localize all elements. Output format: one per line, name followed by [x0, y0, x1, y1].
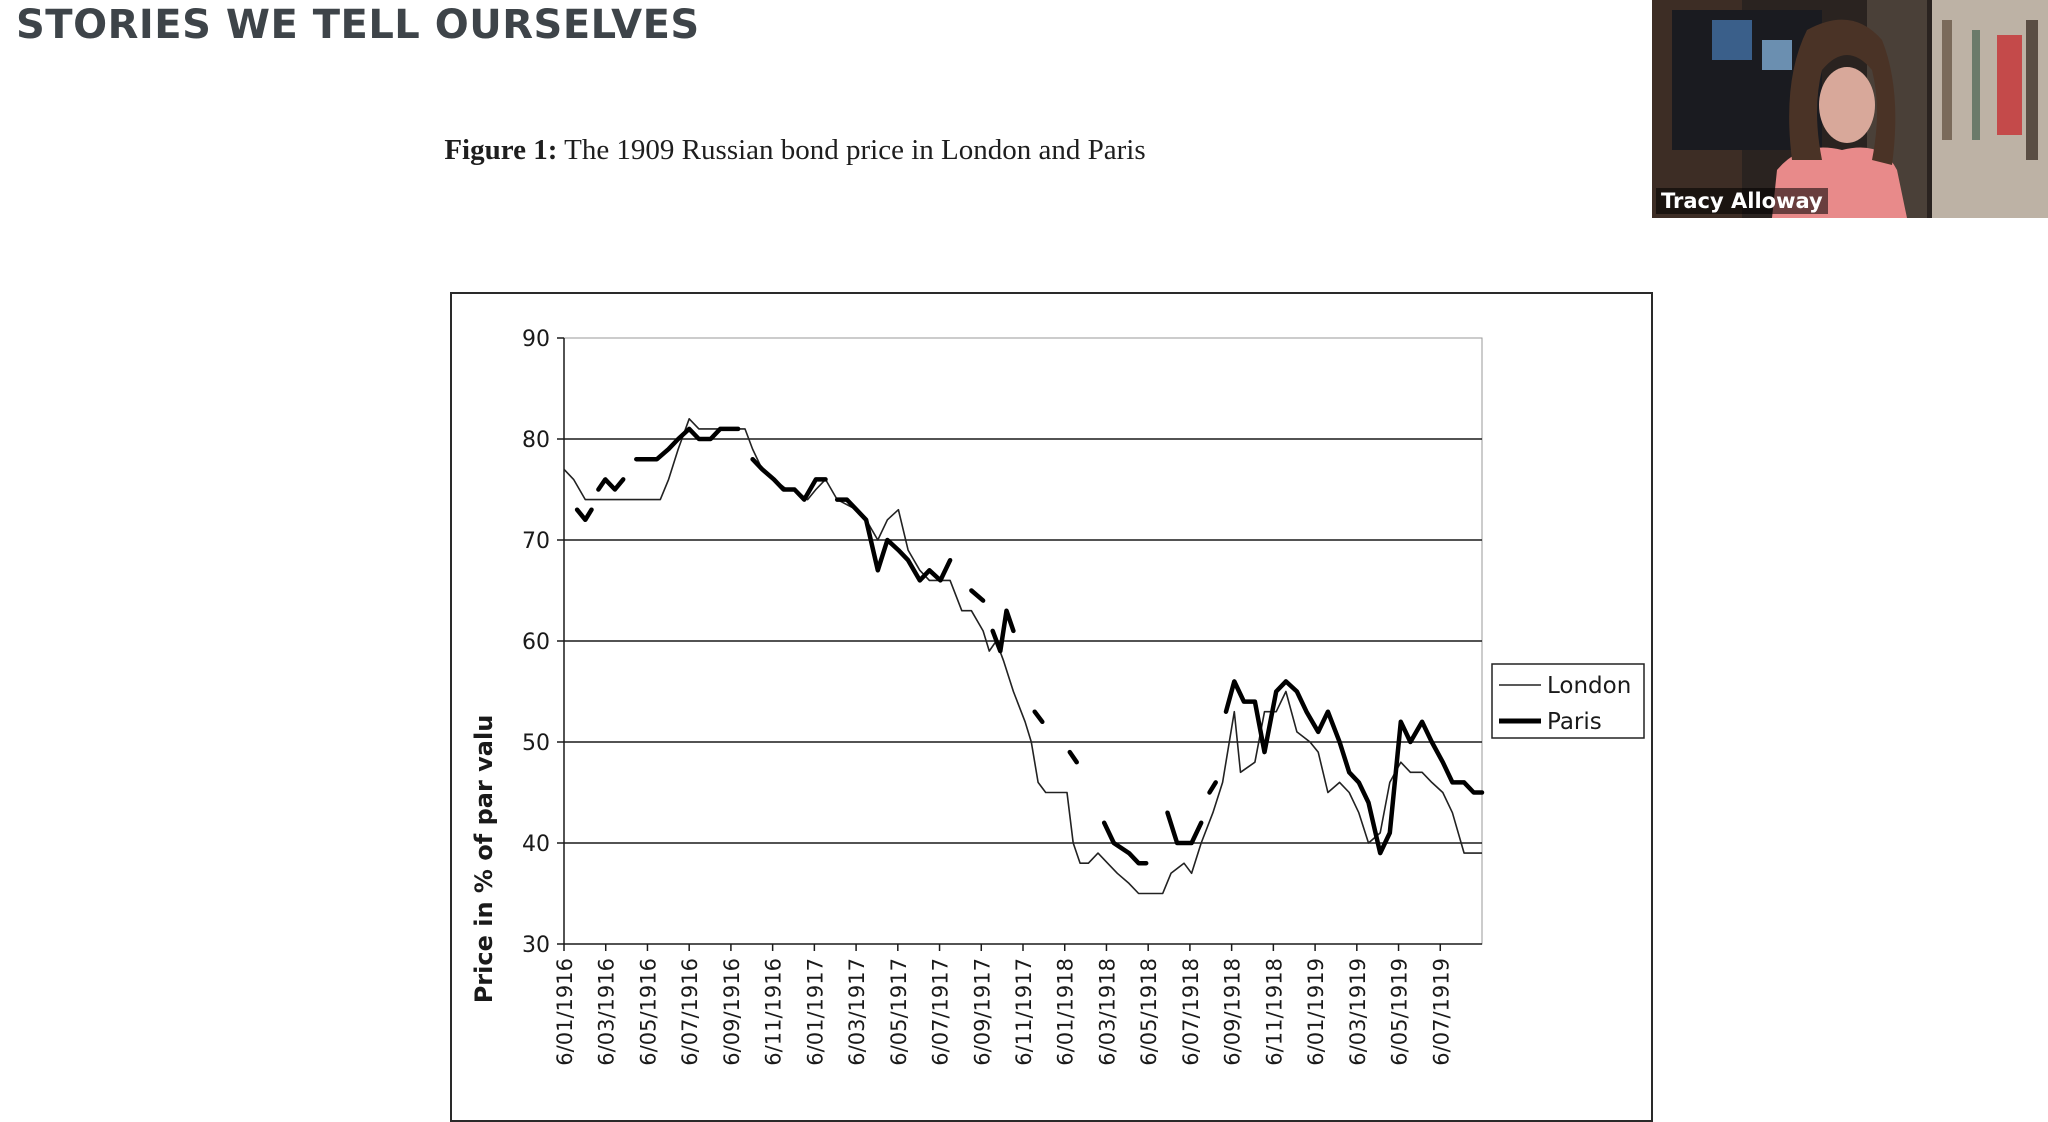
- chart-frame: 30 40 50 60 70 80 90 6/01/1916 6/03/1916 6/05/191…: [450, 292, 1653, 1122]
- x-tick-label: 6/07/1917: [929, 958, 953, 1066]
- x-tick-label: 6/09/1918: [1221, 958, 1245, 1066]
- series-line-paris: [750, 456, 828, 502]
- x-tick-label: 6/11/1916: [762, 958, 786, 1066]
- series-line-paris: [990, 608, 1016, 654]
- participant-video-feed: [1652, 0, 2048, 218]
- participant-video-tile[interactable]: Tracy Alloway: [1652, 0, 2048, 218]
- figure-caption: Figure 1: The 1909 Russian bond price in…: [0, 134, 1590, 167]
- series-line-paris: [1101, 820, 1149, 866]
- series-line-paris: [596, 477, 626, 492]
- y-tick-label: 30: [522, 933, 550, 958]
- series-line-paris: [634, 426, 741, 462]
- x-tick-label: 6/05/1916: [636, 958, 660, 1066]
- x-tick-label: 6/05/1919: [1388, 958, 1412, 1066]
- x-tick-label: 6/09/1917: [970, 958, 994, 1066]
- chart-axes: 30 40 50 60 70 80 90 6/01/1916 6/03/1916 6/05/191…: [522, 327, 1482, 1066]
- x-tick-label: 6/01/1918: [1054, 958, 1078, 1066]
- slide-title: STORIES WE TELL OURSELVES: [16, 2, 700, 48]
- y-tick-label: 40: [522, 832, 550, 857]
- x-tick-label: 6/03/1916: [595, 958, 619, 1066]
- series-line-london: [563, 418, 1482, 895]
- y-tick-label: 80: [522, 428, 550, 453]
- y-tick-label: 90: [522, 327, 550, 352]
- x-tick-label: 6/09/1916: [720, 958, 744, 1066]
- figure-caption-text: The 1909 Russian bond price in London an…: [557, 134, 1146, 166]
- chart-series: [563, 418, 1485, 895]
- x-tick-label: 6/05/1917: [887, 958, 911, 1066]
- chart-legend: London Paris: [1491, 663, 1645, 739]
- series-line-paris: [1067, 749, 1079, 765]
- x-tick-label: 6/07/1918: [1179, 958, 1203, 1066]
- x-tick-label: 6/03/1919: [1346, 958, 1370, 1066]
- figure-caption-label: Figure 1:: [444, 134, 558, 166]
- x-tick-label: 6/05/1918: [1137, 958, 1161, 1066]
- participant-name-label: Tracy Alloway: [1656, 188, 1828, 214]
- x-tick-label: 6/11/1918: [1262, 958, 1286, 1066]
- x-tick-label: 6/03/1917: [845, 958, 869, 1066]
- series-line-paris: [1223, 679, 1485, 856]
- x-tick-label: 6/01/1916: [553, 958, 577, 1066]
- series-line-paris: [1165, 810, 1204, 846]
- legend-label-paris: Paris: [1547, 709, 1602, 735]
- legend-box: [1491, 663, 1645, 739]
- x-tick-label: 6/07/1919: [1429, 958, 1453, 1066]
- series-line-paris: [1207, 780, 1218, 795]
- series-line-paris: [574, 507, 594, 523]
- y-axis-title: Price in % of par valu: [470, 715, 498, 1004]
- series-line-paris: [1032, 709, 1045, 725]
- y-tick-label: 70: [522, 529, 550, 554]
- legend-label-london: London: [1547, 673, 1631, 699]
- series-line-paris: [969, 588, 986, 603]
- y-tick-label: 60: [522, 630, 550, 655]
- x-tick-label: 6/03/1918: [1095, 958, 1119, 1066]
- x-tick-label: 6/11/1917: [1012, 958, 1036, 1066]
- x-tick-label: 6/01/1917: [803, 958, 827, 1066]
- y-tick-label: 50: [522, 731, 550, 756]
- series-line-paris: [834, 497, 953, 583]
- x-tick-label: 6/01/1919: [1304, 958, 1328, 1066]
- x-tick-label: 6/07/1916: [678, 958, 702, 1066]
- bond-price-chart: 30 40 50 60 70 80 90 6/01/1916 6/03/1916 6/05/191…: [470, 327, 1645, 1066]
